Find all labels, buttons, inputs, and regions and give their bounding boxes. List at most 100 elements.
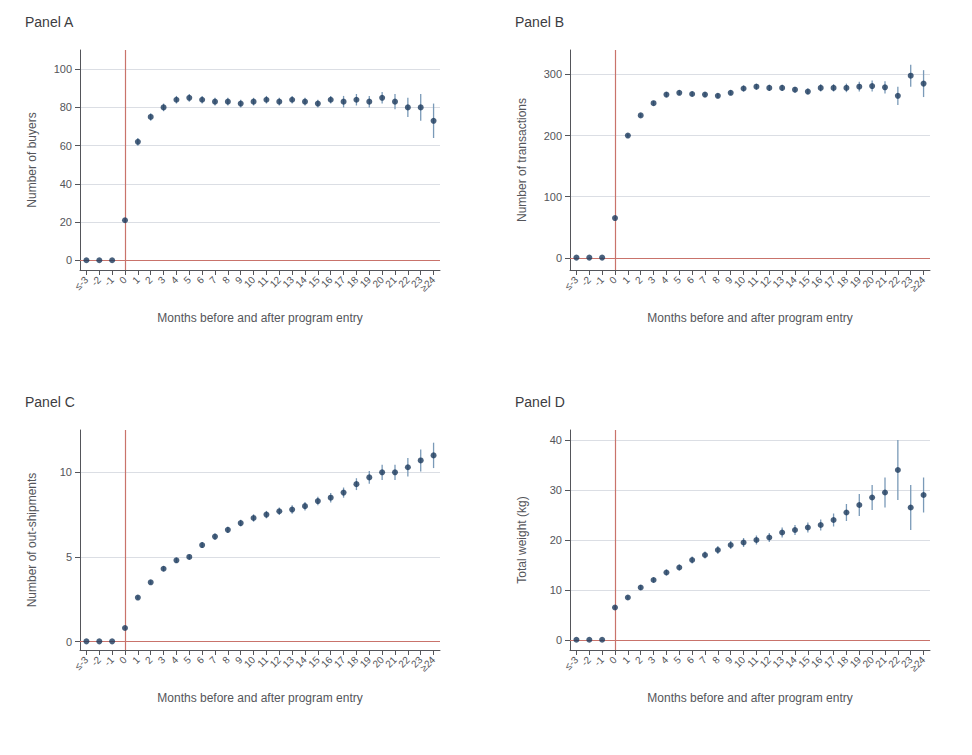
svg-text:0: 0 <box>607 274 619 286</box>
svg-text:Number of out-shipments: Number of out-shipments <box>25 473 39 608</box>
svg-text:7: 7 <box>697 274 709 286</box>
svg-text:≥24: ≥24 <box>908 654 928 674</box>
svg-text:0: 0 <box>607 654 619 666</box>
svg-text:Months before and after progra: Months before and after program entry <box>157 311 362 325</box>
svg-text:1: 1 <box>130 274 142 286</box>
svg-text:10: 10 <box>60 466 72 478</box>
svg-text:8: 8 <box>220 654 232 666</box>
svg-text:10: 10 <box>731 274 748 290</box>
svg-text:Months before and after progra: Months before and after program entry <box>647 311 852 325</box>
svg-text:-1: -1 <box>592 654 606 668</box>
svg-text:19: 19 <box>357 274 374 290</box>
svg-text:Months before and after progra: Months before and after program entry <box>157 691 362 705</box>
svg-text:30: 30 <box>550 484 562 496</box>
svg-text:4: 4 <box>659 274 671 286</box>
svg-text:-1: -1 <box>102 654 116 668</box>
svg-text:15: 15 <box>796 274 812 290</box>
svg-text:3: 3 <box>156 274 168 286</box>
svg-text:80: 80 <box>60 101 72 113</box>
svg-text:23: 23 <box>409 274 425 290</box>
svg-text:2: 2 <box>633 274 645 286</box>
svg-text:6: 6 <box>194 654 206 666</box>
svg-text:3: 3 <box>156 654 168 666</box>
svg-text:0: 0 <box>66 254 72 266</box>
svg-text:12: 12 <box>267 274 284 290</box>
svg-text:8: 8 <box>710 654 722 666</box>
svg-text:1: 1 <box>130 654 142 666</box>
svg-text:40: 40 <box>550 434 562 446</box>
svg-text:Number of transactions: Number of transactions <box>515 98 529 222</box>
svg-text:12: 12 <box>757 274 774 290</box>
svg-text:17: 17 <box>331 274 348 290</box>
svg-text:≥24: ≥24 <box>418 274 438 294</box>
svg-text:2: 2 <box>143 654 155 666</box>
svg-text:Number of buyers: Number of buyers <box>25 112 39 207</box>
svg-text:Panel C: Panel C <box>25 394 75 410</box>
svg-text:Panel D: Panel D <box>515 394 565 410</box>
svg-text:0: 0 <box>117 654 129 666</box>
svg-text:10: 10 <box>550 584 562 596</box>
svg-text:10: 10 <box>241 274 258 290</box>
svg-text:6: 6 <box>684 654 696 666</box>
svg-text:13: 13 <box>770 274 786 290</box>
svg-text:11: 11 <box>745 274 761 290</box>
svg-text:0: 0 <box>556 634 562 646</box>
svg-text:6: 6 <box>684 274 696 286</box>
svg-text:22: 22 <box>396 274 412 290</box>
svg-text:16: 16 <box>319 274 335 290</box>
svg-text:2: 2 <box>143 274 155 286</box>
svg-text:-1: -1 <box>102 274 116 288</box>
svg-text:≤-3: ≤-3 <box>72 274 90 292</box>
svg-text:40: 40 <box>60 178 72 190</box>
svg-text:5: 5 <box>66 551 72 563</box>
svg-text:200: 200 <box>544 130 562 142</box>
svg-text:3: 3 <box>646 654 658 666</box>
svg-text:8: 8 <box>220 274 232 286</box>
svg-text:4: 4 <box>659 654 671 666</box>
svg-text:7: 7 <box>207 654 219 666</box>
svg-text:20: 20 <box>60 216 72 228</box>
svg-text:17: 17 <box>821 274 838 290</box>
svg-text:≥24: ≥24 <box>908 274 928 294</box>
svg-text:6: 6 <box>194 274 206 286</box>
svg-text:5: 5 <box>671 274 683 286</box>
svg-text:5: 5 <box>671 654 683 666</box>
svg-text:≤-3: ≤-3 <box>562 274 580 292</box>
svg-text:Panel A: Panel A <box>25 14 74 30</box>
svg-text:7: 7 <box>207 274 219 286</box>
svg-text:-1: -1 <box>592 274 606 288</box>
svg-text:0: 0 <box>556 252 562 264</box>
svg-text:≤-3: ≤-3 <box>562 654 580 672</box>
svg-text:2: 2 <box>633 654 645 666</box>
svg-text:15: 15 <box>306 274 322 290</box>
svg-text:Panel B: Panel B <box>515 14 564 30</box>
svg-text:20: 20 <box>370 274 386 290</box>
svg-text:100: 100 <box>544 191 562 203</box>
svg-text:21: 21 <box>383 274 399 290</box>
svg-text:300: 300 <box>544 68 562 80</box>
svg-text:≤-3: ≤-3 <box>72 654 90 672</box>
svg-text:4: 4 <box>169 274 181 286</box>
svg-text:0: 0 <box>117 274 129 286</box>
svg-text:11: 11 <box>255 274 271 290</box>
svg-text:4: 4 <box>169 654 181 666</box>
svg-text:20: 20 <box>550 534 562 546</box>
svg-text:18: 18 <box>344 274 361 290</box>
svg-text:14: 14 <box>293 274 309 290</box>
svg-text:0: 0 <box>66 636 72 648</box>
svg-text:3: 3 <box>646 274 658 286</box>
svg-text:Total weight (kg): Total weight (kg) <box>515 496 529 583</box>
svg-text:7: 7 <box>697 654 709 666</box>
svg-text:8: 8 <box>710 274 722 286</box>
svg-text:100: 100 <box>54 63 72 75</box>
svg-text:Months before and after progra: Months before and after program entry <box>647 691 852 705</box>
svg-text:5: 5 <box>181 654 193 666</box>
svg-text:1: 1 <box>620 654 632 666</box>
svg-text:60: 60 <box>60 140 72 152</box>
svg-text:13: 13 <box>280 274 296 290</box>
svg-text:5: 5 <box>181 274 193 286</box>
svg-text:14: 14 <box>783 274 799 290</box>
svg-text:16: 16 <box>809 274 825 290</box>
svg-text:≥24: ≥24 <box>418 654 438 674</box>
svg-text:1: 1 <box>620 274 632 286</box>
